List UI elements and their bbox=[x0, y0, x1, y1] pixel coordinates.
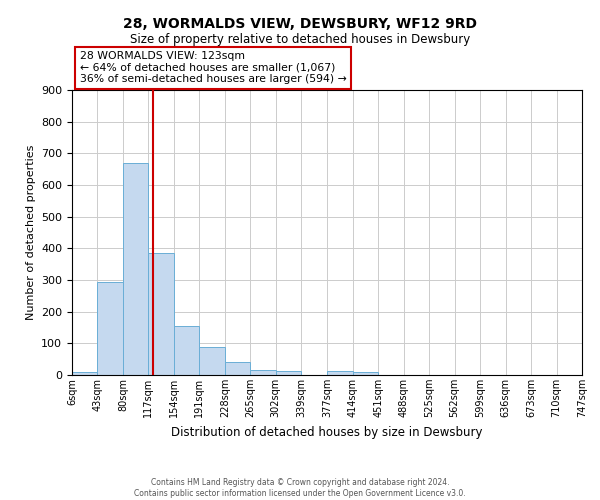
Bar bbox=[199, 347, 225, 375]
Text: Size of property relative to detached houses in Dewsbury: Size of property relative to detached ho… bbox=[130, 32, 470, 46]
Text: Contains HM Land Registry data © Crown copyright and database right 2024.
Contai: Contains HM Land Registry data © Crown c… bbox=[134, 478, 466, 498]
Text: 28, WORMALDS VIEW, DEWSBURY, WF12 9RD: 28, WORMALDS VIEW, DEWSBURY, WF12 9RD bbox=[123, 18, 477, 32]
Bar bbox=[225, 362, 250, 375]
Bar bbox=[97, 282, 123, 375]
Bar bbox=[72, 372, 97, 375]
Bar bbox=[276, 371, 301, 375]
Bar bbox=[123, 163, 148, 375]
Bar bbox=[148, 253, 174, 375]
Y-axis label: Number of detached properties: Number of detached properties bbox=[26, 145, 35, 320]
Bar bbox=[250, 370, 276, 375]
Bar bbox=[328, 371, 353, 375]
Text: 28 WORMALDS VIEW: 123sqm
← 64% of detached houses are smaller (1,067)
36% of sem: 28 WORMALDS VIEW: 123sqm ← 64% of detach… bbox=[80, 51, 346, 84]
X-axis label: Distribution of detached houses by size in Dewsbury: Distribution of detached houses by size … bbox=[171, 426, 483, 438]
Bar bbox=[353, 372, 378, 375]
Bar bbox=[174, 326, 199, 375]
